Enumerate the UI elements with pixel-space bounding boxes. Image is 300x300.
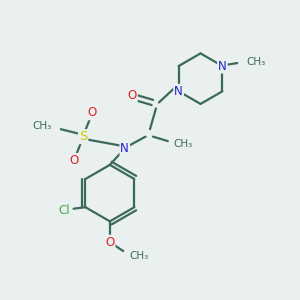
Text: N: N	[120, 142, 129, 155]
Text: N: N	[174, 85, 183, 98]
Text: S: S	[79, 130, 87, 143]
Text: CH₃: CH₃	[33, 121, 52, 131]
Text: N: N	[218, 59, 227, 73]
Text: CH₃: CH₃	[129, 250, 148, 260]
Text: O: O	[128, 88, 137, 101]
Text: CH₃: CH₃	[246, 57, 266, 67]
Text: O: O	[70, 154, 79, 167]
Text: O: O	[87, 106, 97, 119]
Text: Cl: Cl	[59, 204, 70, 217]
Text: O: O	[105, 236, 115, 249]
Text: CH₃: CH₃	[174, 139, 193, 149]
